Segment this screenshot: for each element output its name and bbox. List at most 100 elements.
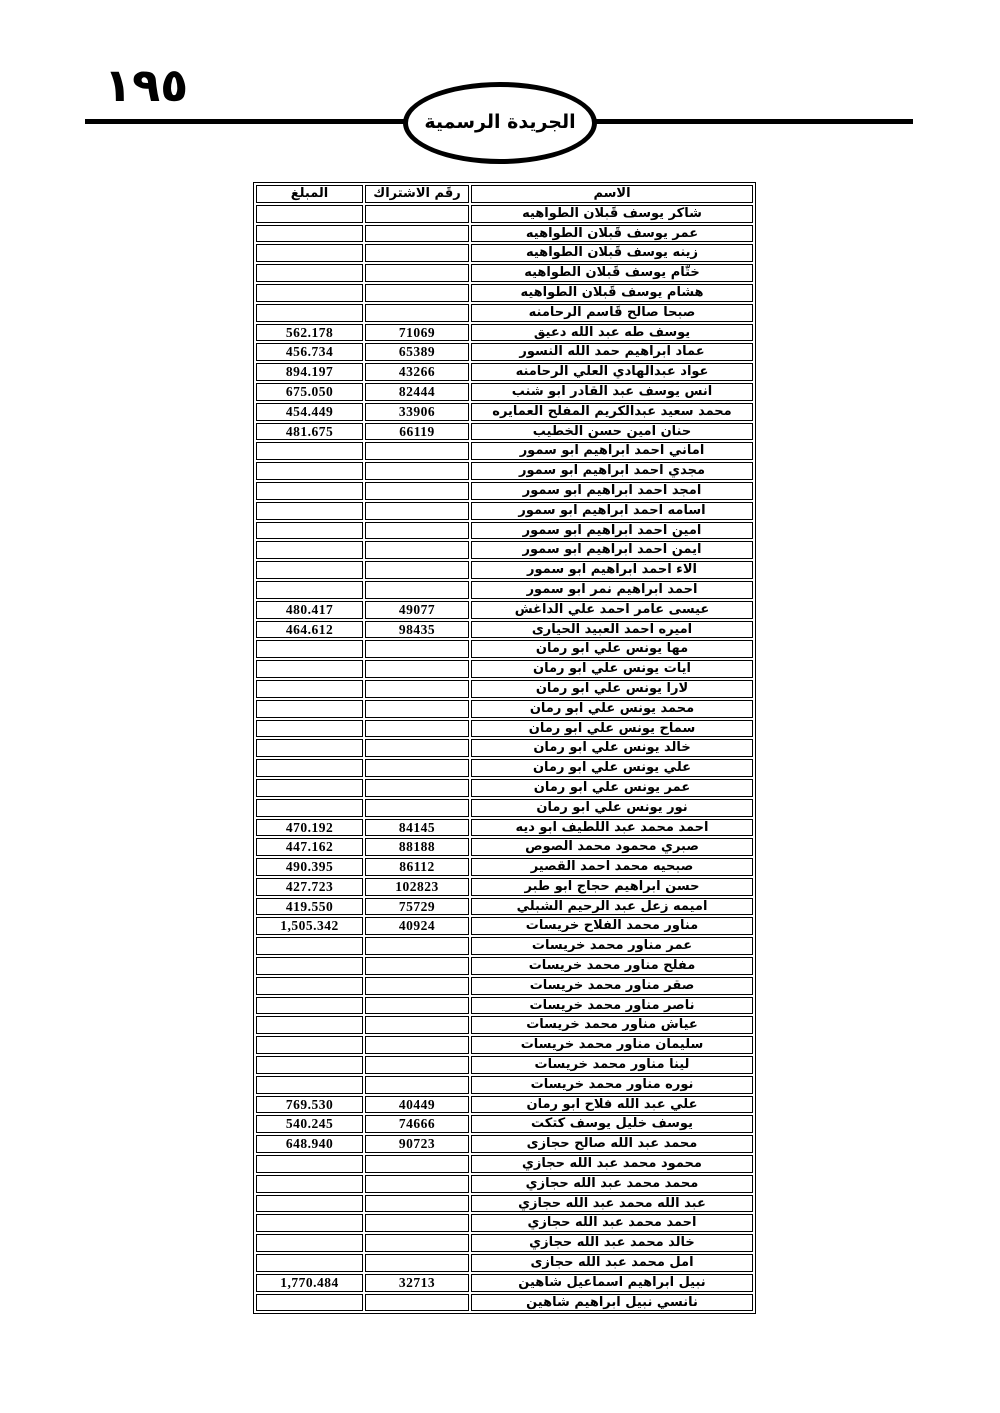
table-row: صبحا صالح قَاسم الرحامنه (256, 303, 753, 322)
amount-cell (256, 1234, 363, 1253)
amount-cell (256, 699, 363, 718)
table-row: الاء احمد ابراهيم ابو سمور (256, 561, 753, 579)
column-header-amount: المبلغ (256, 185, 363, 203)
subscription-cell: 49077 (365, 600, 469, 619)
subscription-cell (365, 1174, 469, 1193)
name-cell: عمر مناور محمد خريسات (471, 937, 753, 956)
subscription-cell: 98435 (365, 620, 469, 639)
subscription-cell (365, 1214, 469, 1233)
amount-cell (256, 580, 363, 599)
name-cell: عبد الله محمد عبد الله حجازي (471, 1194, 753, 1213)
subscription-cell: 102823 (365, 877, 469, 896)
name-cell: صقر مناور محمد خريسات (471, 976, 753, 995)
amount-cell: 648.940 (256, 1135, 363, 1154)
table-row: محمد يونس علي ابو رمان (256, 699, 753, 718)
name-cell: امل محمد عبد الله حجازى (471, 1254, 753, 1272)
table-row: حسن ابراهيم حجاج ابو طبر 102823 427.723 (256, 877, 753, 896)
table-row: مناور محمد الفلاح خريسات 40924 1,505.342 (256, 917, 753, 936)
amount-cell (256, 1155, 363, 1173)
name-cell: نانسي نبيل ابراهيم شاهين (471, 1293, 753, 1312)
subscription-cell (365, 1293, 469, 1312)
table-row: عمر يونس علي ابو رمان (256, 778, 753, 797)
table-row: عواد عبدالهادي العلي الرحامنه 43266 894.… (256, 363, 753, 381)
amount-cell (256, 976, 363, 995)
amount-cell (256, 937, 363, 956)
subscription-cell (365, 996, 469, 1015)
name-cell: احمد ابراهيم نمر ابو سمور (471, 580, 753, 599)
name-cell: اسامه احمد ابراهيم ابو سمور (471, 501, 753, 520)
table-row: اسامه احمد ابراهيم ابو سمور (256, 501, 753, 520)
amount-cell (256, 640, 363, 659)
amount-cell (256, 1214, 363, 1233)
name-cell: عماد ابراهيم حمد الله النسور (471, 343, 753, 362)
subscription-cell (365, 660, 469, 678)
subscription-cell (365, 462, 469, 480)
amount-cell (256, 660, 363, 678)
table-row: صقر مناور محمد خريسات (256, 976, 753, 995)
name-cell: صبري محمود محمد الصوص (471, 838, 753, 857)
table-header-row: الاسم رقَم الاشتراك المبلغ (256, 185, 753, 203)
subscription-cell (365, 699, 469, 718)
name-cell: اميره احمد العبيد الحيارى (471, 620, 753, 639)
subscription-cell: 90723 (365, 1135, 469, 1154)
name-cell: مها يونس علي ابو رمان (471, 640, 753, 659)
table-row: علي عبد الله فلاح ابو رمان 40449 769.530 (256, 1095, 753, 1114)
subscription-cell (365, 1194, 469, 1213)
table-row: يوسف خليل يوسف كتكت 74666 540.245 (256, 1115, 753, 1134)
name-cell: صبحا صالح قَاسم الرحامنه (471, 303, 753, 322)
subscription-cell (365, 283, 469, 302)
amount-cell (256, 561, 363, 579)
table-row: نانسي نبيل ابراهيم شاهين (256, 1293, 753, 1312)
subscription-cell (365, 1155, 469, 1173)
name-cell: شاكر يوسف قَبلان الطواهيه (471, 204, 753, 223)
subscription-cell (365, 481, 469, 500)
name-cell: علي عبد الله فلاح ابو رمان (471, 1095, 753, 1114)
subscription-cell (365, 1254, 469, 1272)
name-cell: عمر يوسف قَبلان الطواهيه (471, 224, 753, 243)
amount-cell: 456.734 (256, 343, 363, 362)
subscribers-table: الاسم رقَم الاشتراك المبلغ شاكر يوسف قَب… (253, 182, 756, 1315)
name-cell: سماح يونس علي ابو رمان (471, 719, 753, 738)
subscription-cell (365, 561, 469, 579)
table-row: عيسى عامر احمد علي الداغش 49077 480.417 (256, 600, 753, 619)
amount-cell (256, 1056, 363, 1074)
amount-cell (256, 1293, 363, 1312)
table-row: مجدي احمد ابراهيم ابو سمور (256, 462, 753, 480)
name-cell: احمد محمد عبد اللطيف ابو ديه (471, 818, 753, 837)
subscription-cell (365, 224, 469, 243)
subscription-cell: 82444 (365, 382, 469, 401)
subscription-cell (365, 204, 469, 223)
subscription-cell (365, 957, 469, 975)
table-row: هشام يوسف قَبلان الطواهيه (256, 283, 753, 302)
table-row: زينه يوسف قَبلان الطواهيه (256, 244, 753, 263)
page-number: ١٩٥ (104, 58, 189, 112)
subscription-cell (365, 442, 469, 461)
name-cell: احمد محمد عبد الله حجازي (471, 1214, 753, 1233)
table-row: امجد احمد ابراهيم ابو سمور (256, 481, 753, 500)
subscription-cell: 88188 (365, 838, 469, 857)
name-cell: زينه يوسف قَبلان الطواهيه (471, 244, 753, 263)
amount-cell (256, 442, 363, 461)
subscription-cell: 84145 (365, 818, 469, 837)
gazette-title: الجريدة الرسمية (424, 111, 576, 133)
table-row: احمد محمد عبد الله حجازي (256, 1214, 753, 1233)
table-body: شاكر يوسف قَبلان الطواهيه عمر يوسف قَبلا… (256, 204, 753, 1312)
amount-cell: 481.675 (256, 422, 363, 441)
subscription-cell (365, 640, 469, 659)
subscription-cell (365, 1016, 469, 1035)
amount-cell: 675.050 (256, 382, 363, 401)
table-row: خالد يونس علي ابو رمان (256, 739, 753, 758)
amount-cell (256, 204, 363, 223)
table-row: ناصر مناور محمد خريسات (256, 996, 753, 1015)
amount-cell (256, 739, 363, 758)
amount-cell (256, 679, 363, 698)
name-cell: يوسف خليل يوسف كتكت (471, 1115, 753, 1134)
name-cell: عياش مناور محمد خريسات (471, 1016, 753, 1035)
column-header-name: الاسم (471, 185, 753, 203)
name-cell: لارا يونس علي ابو رمان (471, 679, 753, 698)
subscription-cell: 32713 (365, 1273, 469, 1292)
amount-cell (256, 244, 363, 263)
amount-cell (256, 1194, 363, 1213)
amount-cell: 1,505.342 (256, 917, 363, 936)
amount-cell (256, 521, 363, 540)
